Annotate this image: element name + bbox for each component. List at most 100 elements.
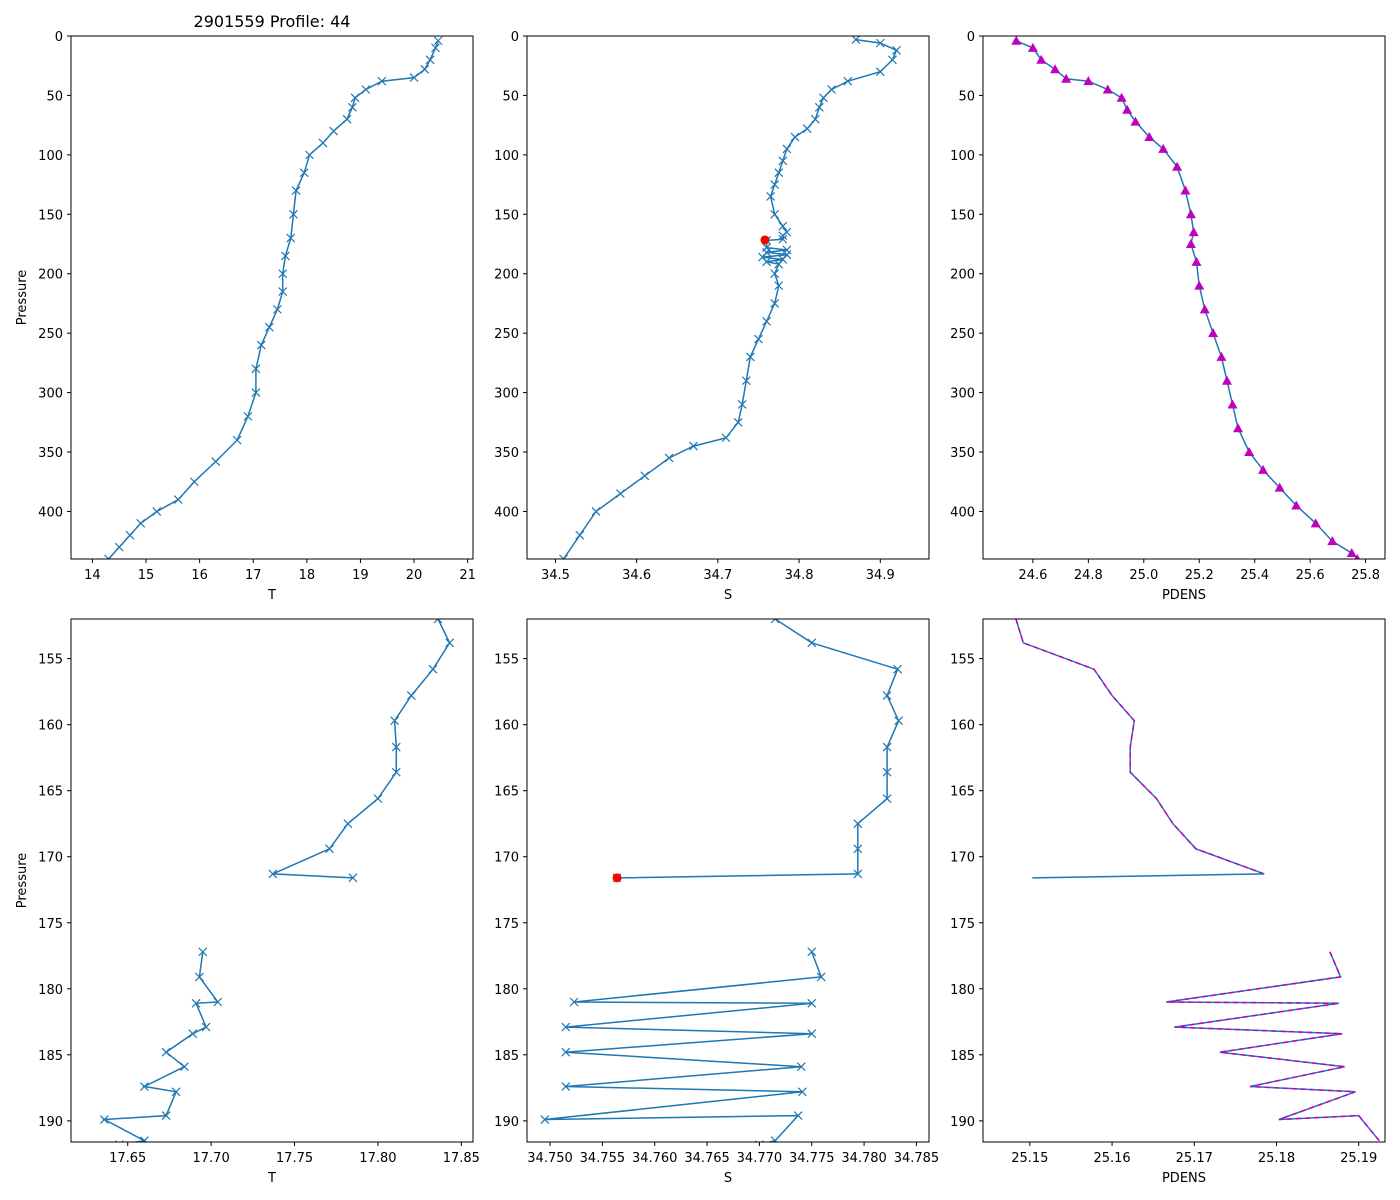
data-point <box>1199 304 1210 314</box>
data-point <box>882 767 892 777</box>
data-point <box>721 433 731 443</box>
data-point <box>770 299 780 308</box>
data-point <box>778 221 788 231</box>
y-tick-label: 400 <box>494 505 519 520</box>
panel-3: 24.6 24.8 25.0 25.2 25.4 25.6 25.8 0 50 100 150 200… <box>950 30 1386 603</box>
data-point <box>445 638 455 648</box>
data-point <box>1327 536 1338 546</box>
x-tick-label: 17.80 <box>359 1151 396 1166</box>
data-point <box>433 619 443 624</box>
data-point <box>782 144 792 154</box>
plot-area <box>99 619 455 1142</box>
flagged-point <box>612 873 622 883</box>
x-tick-label: 17.70 <box>193 1151 230 1166</box>
data-point <box>286 233 296 243</box>
y-tick-label: 180 <box>494 983 519 998</box>
y-tick-label: 250 <box>38 327 63 342</box>
data-point <box>139 1136 149 1142</box>
data-point <box>161 1111 171 1121</box>
data-point <box>814 102 824 112</box>
x-axis-label: S <box>724 588 732 603</box>
data-point <box>797 1087 807 1097</box>
data-point <box>882 742 892 752</box>
panel-6: 25.15 25.16 25.17 25.18 25.19 155 160 165 170 175… <box>950 618 1386 1186</box>
axes-frame <box>982 35 1386 560</box>
axes-frame <box>526 35 930 560</box>
y-tick-label: 150 <box>494 208 519 223</box>
y-tick-label: 165 <box>494 785 519 800</box>
y-tick-label: 50 <box>46 89 63 104</box>
data-point <box>796 1062 806 1072</box>
data-point <box>853 844 863 854</box>
y-tick-label: 170 <box>494 851 519 866</box>
x-tick-label: 34.755 <box>580 1151 626 1166</box>
data-point <box>770 209 780 219</box>
y-tick-label: 100 <box>494 149 519 164</box>
y-tick-label: 300 <box>494 387 519 402</box>
data-point <box>329 126 339 136</box>
data-point <box>278 287 288 296</box>
data-point <box>894 716 904 726</box>
data-point <box>291 186 301 195</box>
data-point <box>251 388 261 398</box>
x-tick-label: 19 <box>352 568 369 583</box>
data-point <box>188 1029 198 1039</box>
y-tick-label: 175 <box>38 917 63 932</box>
data-point <box>1310 518 1321 528</box>
series-line <box>1015 619 1265 875</box>
data-point <box>1221 375 1232 385</box>
y-tick-label: 250 <box>950 327 975 342</box>
y-tick-label: 100 <box>950 149 975 164</box>
data-point <box>195 972 204 982</box>
data-point <box>348 873 358 883</box>
x-tick-label: 24.8 <box>1074 568 1103 583</box>
panel-5: 34.750 34.755 34.760 34.765 34.770 34.775 34.7… <box>494 618 940 1186</box>
data-point <box>104 554 113 559</box>
x-tick-label: 24.6 <box>1018 568 1047 583</box>
x-axis-label: PDENS <box>1162 1171 1206 1186</box>
axes-frame <box>526 618 930 1143</box>
y-axis-label: Pressure <box>15 853 30 909</box>
data-point <box>770 1136 780 1142</box>
data-point <box>377 76 387 86</box>
data-point <box>689 441 698 451</box>
data-point <box>561 1082 571 1091</box>
y-tick-label: 0 <box>55 30 63 45</box>
data-point <box>343 819 353 829</box>
x-tick-label: 14 <box>84 568 101 583</box>
data-point <box>1185 239 1196 249</box>
y-tick-label: 190 <box>494 1115 519 1130</box>
data-point <box>1130 116 1141 126</box>
x-tick-label: 16 <box>191 568 208 583</box>
data-point <box>171 1087 181 1097</box>
data-point <box>540 1115 550 1124</box>
data-point <box>745 352 755 362</box>
x-tick-label: 34.5 <box>541 568 570 583</box>
data-point <box>361 85 371 94</box>
x-tick-label: 34.6 <box>622 568 651 583</box>
x-tick-label: 34.775 <box>789 1151 835 1166</box>
data-point <box>1244 447 1255 457</box>
y-tick-label: 170 <box>950 851 975 866</box>
y-tick-label: 400 <box>950 505 975 520</box>
data-point <box>561 1022 571 1032</box>
data-point <box>807 998 817 1008</box>
data-point <box>766 192 776 201</box>
y-tick-label: 160 <box>950 719 975 734</box>
axes-frame <box>70 618 474 1143</box>
y-tick-label: 100 <box>38 149 63 164</box>
data-point <box>342 114 352 124</box>
data-point <box>1102 84 1113 94</box>
data-point <box>139 1082 149 1091</box>
y-tick-label: 155 <box>38 653 63 668</box>
x-tick-label: 25.6 <box>1296 568 1325 583</box>
x-tick-label: 25.15 <box>1011 1151 1048 1166</box>
data-point <box>793 1111 803 1121</box>
data-point <box>390 716 400 726</box>
y-tick-label: 200 <box>950 268 975 283</box>
x-tick-label: 34.785 <box>894 1151 940 1166</box>
x-tick-label: 25.16 <box>1093 1151 1130 1166</box>
data-point <box>770 269 780 279</box>
data-point <box>875 38 885 48</box>
